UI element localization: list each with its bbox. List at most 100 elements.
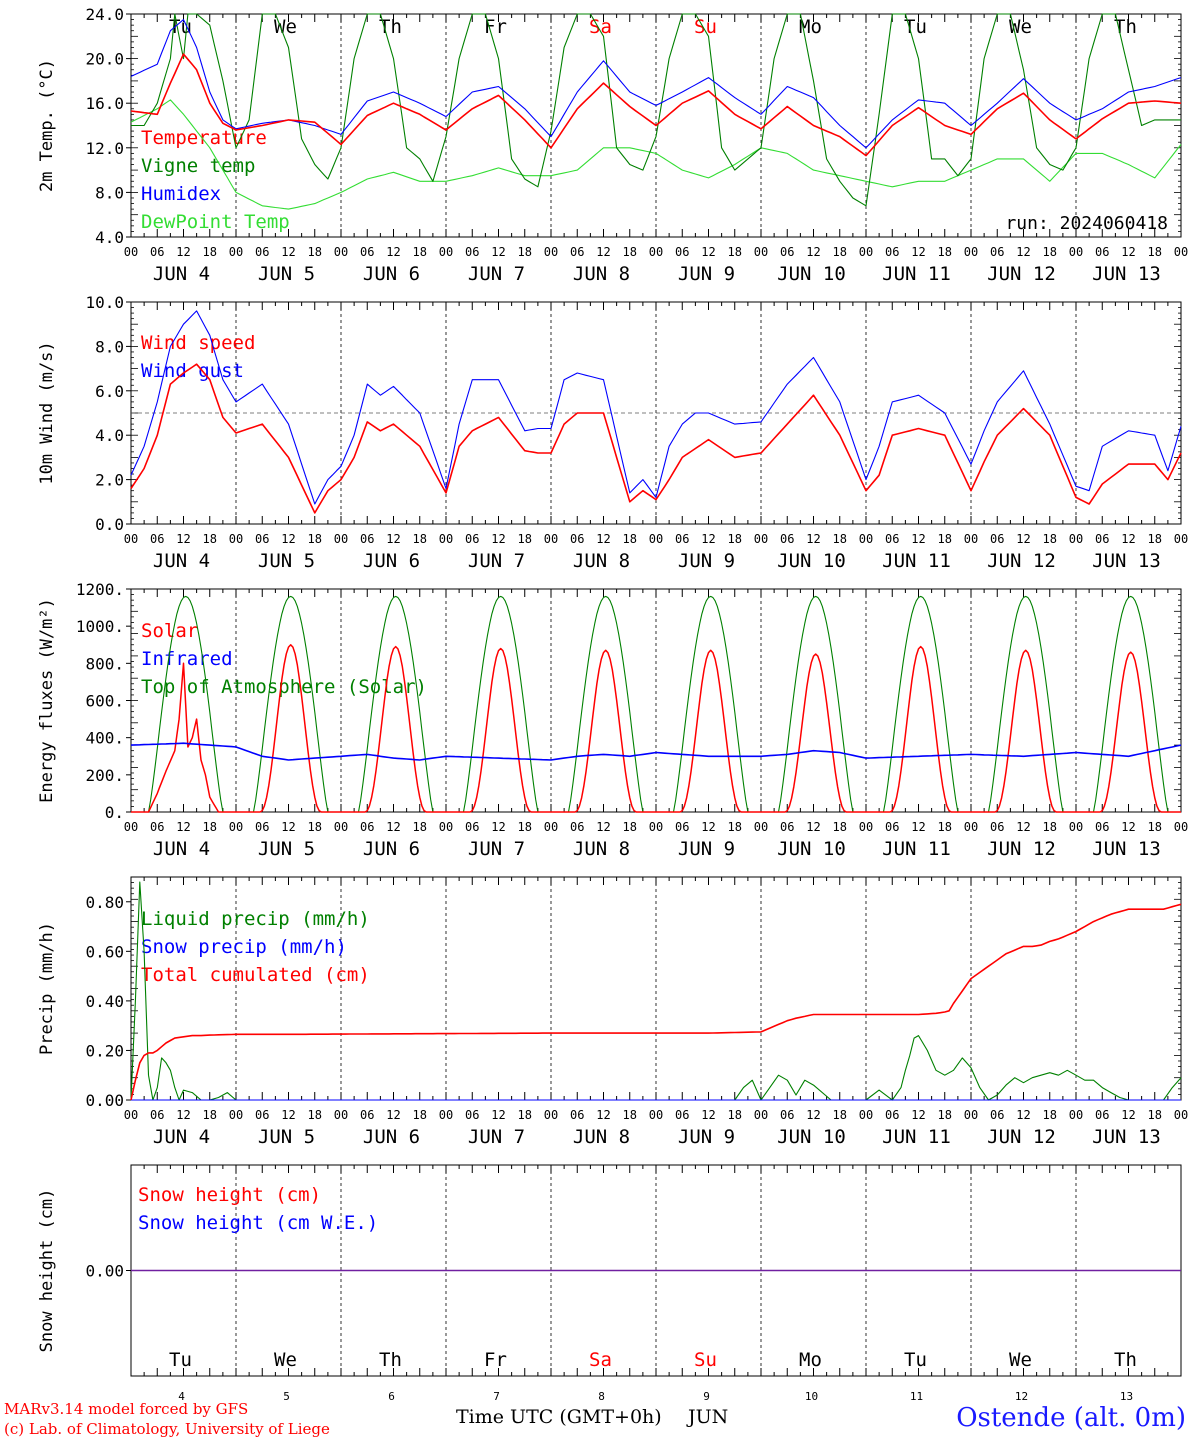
weekday-label-top: We: [274, 16, 297, 38]
date-label: JUN 6: [363, 1126, 420, 1148]
hour-tick-label: 12: [806, 820, 820, 834]
hour-tick-label: 00: [1174, 532, 1188, 546]
hour-tick-label: 06: [360, 1108, 374, 1122]
panel-3-ytick-label: 400.: [85, 729, 124, 748]
hour-tick-label: 12: [386, 532, 400, 546]
panel-1-ylabel: 2m Temp. (°C): [37, 59, 57, 192]
hour-tick-label: 06: [465, 820, 479, 834]
hour-tick-label: 12: [176, 1108, 190, 1122]
hour-tick-label: 18: [308, 532, 322, 546]
hour-tick-label: 06: [990, 820, 1004, 834]
hour-tick-label: 00: [964, 1108, 978, 1122]
hour-tick-label: 00: [859, 245, 873, 259]
hour-tick-label: 00: [334, 245, 348, 259]
hour-tick-label: 18: [308, 245, 322, 259]
weekday-label-bottom: Su: [694, 1349, 717, 1371]
hour-tick-label: 00: [859, 532, 873, 546]
hour-tick-label: 18: [728, 1108, 742, 1122]
date-label: JUN 11: [882, 838, 951, 860]
weekday-label-top: Su: [694, 16, 717, 38]
hour-tick-label: 18: [203, 532, 217, 546]
date-label: JUN 6: [363, 550, 420, 572]
month-label: JUN: [688, 1406, 729, 1428]
hour-tick-label: 00: [334, 532, 348, 546]
weekday-label-top: Th: [379, 16, 402, 38]
panel-3-ytick-label: 0.: [105, 803, 124, 822]
hour-tick-label: 06: [570, 532, 584, 546]
hour-tick-label: 06: [1095, 245, 1109, 259]
hour-tick-label: 18: [728, 820, 742, 834]
panel-3-ytick-label: 200.: [85, 766, 124, 785]
hour-tick-label: 12: [386, 245, 400, 259]
hour-tick-label: 18: [518, 1108, 532, 1122]
date-label: JUN 6: [363, 838, 420, 860]
hour-tick-label: 06: [570, 820, 584, 834]
hour-tick-label: 12: [491, 820, 505, 834]
hour-tick-label: 06: [990, 1108, 1004, 1122]
panel-3-ytick-label: 1000.: [76, 617, 124, 636]
hour-tick-label: 12: [1016, 532, 1030, 546]
weekday-label-bottom: We: [274, 1349, 297, 1371]
date-label: JUN 7: [468, 263, 525, 285]
hour-tick-label: 12: [1121, 1108, 1135, 1122]
hour-tick-label: 00: [229, 820, 243, 834]
day-number-label: 6: [388, 1390, 395, 1403]
hour-tick-label: 06: [255, 1108, 269, 1122]
date-label: JUN 10: [777, 263, 846, 285]
date-label: JUN 4: [153, 263, 210, 285]
hour-tick-label: 00: [229, 245, 243, 259]
panel-1-legend-3: DewPoint Temp: [141, 211, 290, 233]
hour-tick-label: 06: [885, 1108, 899, 1122]
hour-tick-label: 12: [176, 532, 190, 546]
hour-tick-label: 06: [885, 532, 899, 546]
day-number-label: 13: [1120, 1390, 1133, 1403]
hour-tick-label: 00: [334, 820, 348, 834]
panel-4-ytick-label: 0.00: [85, 1091, 124, 1110]
date-label: JUN 11: [882, 263, 951, 285]
date-label: JUN 12: [987, 838, 1056, 860]
hour-tick-label: 00: [754, 820, 768, 834]
hour-tick-label: 06: [885, 820, 899, 834]
hour-tick-label: 06: [465, 532, 479, 546]
weekday-label-top: Fr: [484, 16, 507, 38]
hour-tick-label: 12: [596, 820, 610, 834]
hour-tick-label: 06: [465, 1108, 479, 1122]
weekday-label-top: We: [1009, 16, 1032, 38]
date-label: JUN 12: [987, 550, 1056, 572]
panel-2-legend-0: Wind speed: [141, 332, 255, 354]
hour-tick-label: 12: [386, 1108, 400, 1122]
hour-tick-label: 18: [1148, 820, 1162, 834]
hour-tick-label: 06: [150, 1108, 164, 1122]
hour-tick-label: 12: [701, 245, 715, 259]
hour-tick-label: 00: [1174, 820, 1188, 834]
hour-tick-label: 18: [728, 532, 742, 546]
hour-tick-label: 00: [754, 1108, 768, 1122]
date-label: JUN 8: [573, 550, 630, 572]
panel-1-legend-2: Humidex: [141, 183, 221, 205]
panel-1-ytick-label: 12.0: [85, 139, 124, 158]
hour-tick-label: 12: [701, 820, 715, 834]
hour-tick-label: 00: [754, 532, 768, 546]
temp-series-1: [131, 13, 1181, 207]
hour-tick-label: 00: [229, 532, 243, 546]
hour-tick-label: 18: [833, 245, 847, 259]
hour-tick-label: 12: [911, 820, 925, 834]
hour-tick-label: 06: [675, 820, 689, 834]
weekday-label-bottom: Th: [1114, 1349, 1137, 1371]
panel-3-frame: [130, 588, 1182, 813]
weekday-label-top: Sa: [589, 16, 612, 38]
hour-tick-label: 12: [281, 245, 295, 259]
panel-1-legend-1: Vigne temp: [141, 155, 255, 177]
date-label: JUN 10: [777, 838, 846, 860]
date-label: JUN 10: [777, 1126, 846, 1148]
hour-tick-label: 00: [544, 245, 558, 259]
hour-tick-label: 18: [1148, 245, 1162, 259]
hour-tick-label: 18: [203, 245, 217, 259]
panel-2-ytick-label: 6.0: [95, 382, 124, 401]
panel-2-ylabel: 10m Wind (m/s): [37, 341, 57, 484]
weekday-label-bottom: Mo: [799, 1349, 822, 1371]
hour-tick-label: 12: [1121, 245, 1135, 259]
hour-tick-label: 00: [124, 245, 138, 259]
station-label: Ostende (alt. 0m): [956, 1403, 1186, 1433]
hour-tick-label: 12: [491, 532, 505, 546]
